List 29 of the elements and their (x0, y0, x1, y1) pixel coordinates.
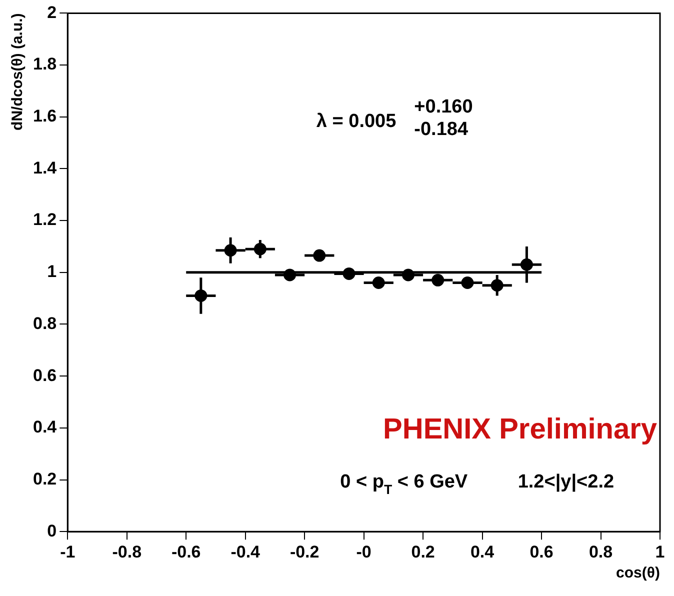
y-tick-label: 0 (47, 521, 57, 540)
x-tick-label: 0.6 (530, 542, 554, 562)
x-tick-label: -0.8 (112, 542, 142, 562)
y-tick-label: 1.6 (32, 106, 57, 126)
y-tick-label: 0.4 (32, 418, 58, 437)
x-tick-label: -0.2 (290, 542, 320, 562)
x-tick-label: 0.2 (411, 542, 435, 562)
x-axis-title: cos(θ) (616, 564, 660, 582)
x-tick-label: -0.4 (230, 542, 261, 562)
y-tick-label: 2 (47, 2, 57, 22)
y-tick-label: 0.6 (32, 366, 57, 385)
annotation: -0.184 (414, 119, 468, 140)
x-tick-label: -0 (356, 542, 372, 562)
y-axis-title: dN/dcos(θ) (a.u.) (9, 13, 26, 130)
y-tick-label: 1.8 (32, 54, 57, 74)
y-tick-label: 1.2 (32, 210, 57, 230)
y-tick-label: 1 (47, 262, 57, 282)
annotation: PHENIX Preliminary (383, 413, 658, 446)
x-tick-label: -1 (60, 542, 76, 562)
annotation: +0.160 (414, 96, 473, 118)
x-tick-label: -0.6 (171, 542, 201, 562)
x-tick-label: 1 (655, 542, 665, 562)
annotation: 1.2<|y|<2.2 (518, 472, 614, 493)
y-tick-label: 0.8 (32, 314, 57, 333)
y-tick-label: 0.2 (32, 469, 57, 488)
x-tick-label: 0.4 (470, 542, 495, 562)
y-tick-label: 1.4 (32, 158, 58, 178)
annotation: λ = 0.005 (316, 111, 397, 132)
x-tick-label: 0.8 (588, 542, 613, 562)
